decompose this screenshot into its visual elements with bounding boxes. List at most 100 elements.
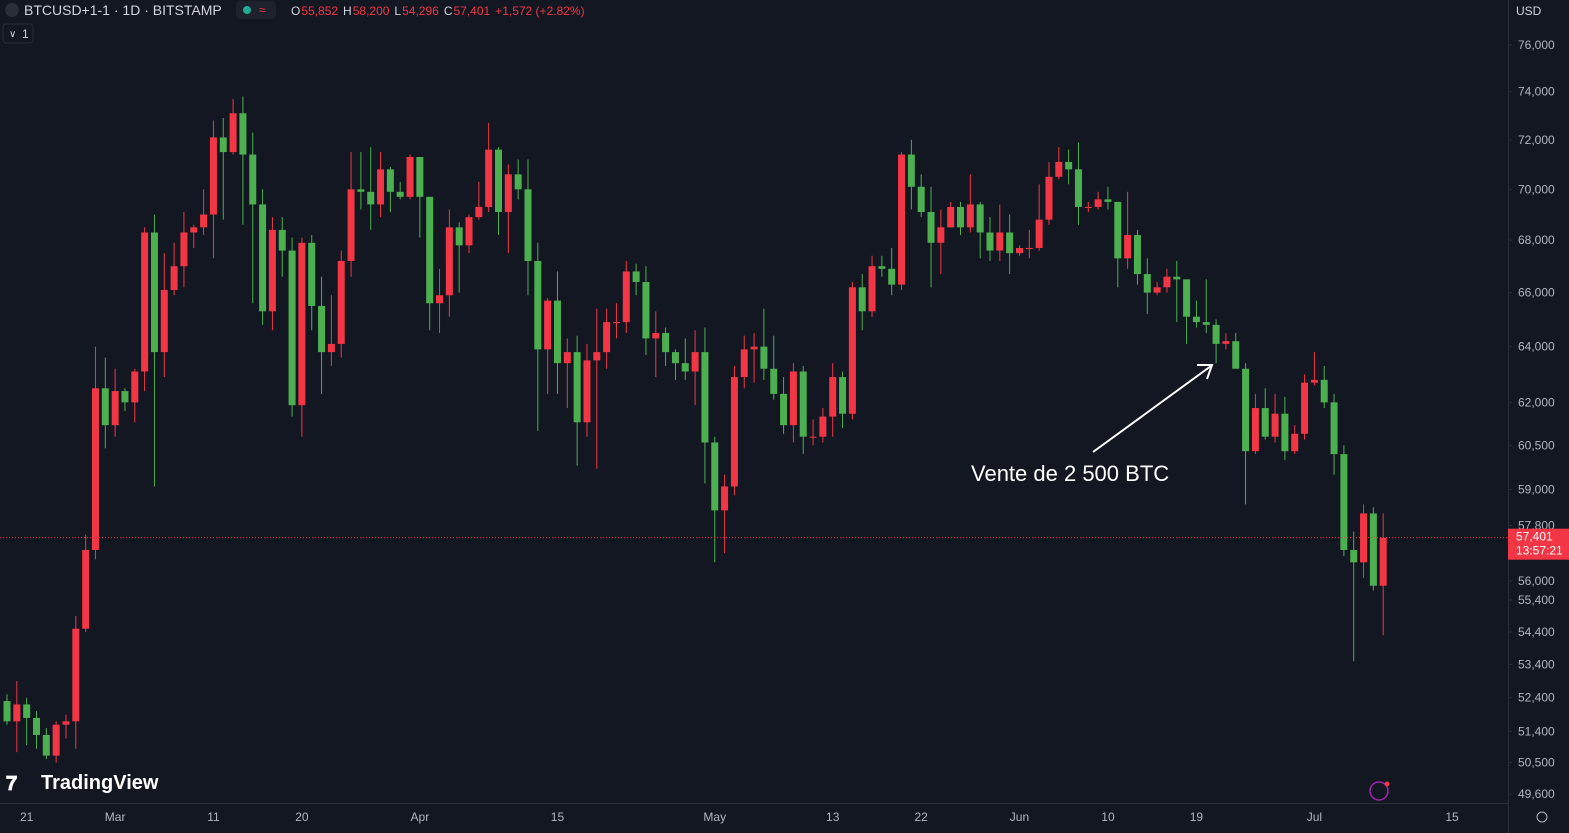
x-tick-label: 15 <box>551 810 565 824</box>
x-tick-label: 19 <box>1190 810 1204 824</box>
settings-icon[interactable] <box>1536 811 1548 823</box>
candle-body <box>485 149 493 207</box>
candle-body <box>1133 235 1141 275</box>
y-tick-label: 54,400 <box>1518 625 1555 639</box>
alert-dot <box>1384 781 1390 787</box>
candle-body <box>544 300 552 350</box>
candle-body <box>1006 232 1014 254</box>
x-tick-label: 20 <box>295 810 309 824</box>
candle-body <box>760 346 768 369</box>
y-tick-label: 55,400 <box>1518 593 1555 607</box>
y-tick-label: 72,000 <box>1518 133 1555 147</box>
candle-body <box>465 217 473 246</box>
ohlc-change: +1,572 (+2.82%) <box>495 4 584 18</box>
candle-body <box>957 206 965 228</box>
candle-body <box>268 229 276 312</box>
candle-body <box>799 371 807 437</box>
candle-body <box>730 377 738 487</box>
indicator-count: 1 <box>22 27 29 41</box>
candle-body <box>396 191 404 197</box>
candle-body <box>190 227 198 233</box>
currency[interactable]: USD <box>1516 4 1542 18</box>
candle-body <box>1310 379 1318 383</box>
annotation-arrow <box>1092 365 1212 453</box>
y-tick-label: 53,400 <box>1518 658 1555 672</box>
x-tick-label: Jun <box>1010 810 1029 824</box>
last-price-label: 57,401 <box>1516 530 1553 544</box>
alert-icon[interactable] <box>1369 781 1389 801</box>
candle-body <box>1291 433 1299 452</box>
y-tick-label: 56,000 <box>1518 574 1555 588</box>
candle-body <box>475 206 483 218</box>
candle-body <box>652 332 660 339</box>
candle-body <box>111 391 119 426</box>
candle-body <box>701 352 709 443</box>
candle-body <box>82 549 90 629</box>
y-tick-label: 76,000 <box>1518 38 1555 52</box>
market-status <box>243 6 251 14</box>
y-tick-label: 62,000 <box>1518 395 1555 409</box>
status-wave: ≈ <box>259 3 266 17</box>
candle-body <box>219 137 227 153</box>
candle-body <box>42 734 50 756</box>
candle-body <box>868 266 876 312</box>
candle-body <box>1251 408 1259 452</box>
candle-body <box>1065 161 1073 170</box>
x-tick-label: 11 <box>207 810 220 824</box>
candle-body <box>288 250 296 406</box>
candle-body <box>1232 341 1240 369</box>
candle-body <box>357 189 365 192</box>
symbol[interactable]: BTCUSD+1-1 · 1D · BITSTAMP <box>24 2 222 18</box>
candle-body <box>603 322 611 353</box>
x-tick-label: Apr <box>411 810 430 824</box>
candle-body <box>553 300 561 364</box>
indicator-toggle[interactable] <box>2 23 34 44</box>
candle-body <box>534 260 542 350</box>
candle-body <box>180 232 188 267</box>
candle-body <box>612 322 620 324</box>
candle-body <box>1222 341 1230 344</box>
candle-body <box>1055 161 1063 177</box>
candle-body <box>622 271 630 323</box>
candle-body <box>1035 219 1043 248</box>
candle-body <box>141 232 149 372</box>
ohlc-value: 57,401 <box>453 4 490 18</box>
x-tick-label: Mar <box>105 810 126 824</box>
candle-body <box>1025 247 1033 249</box>
x-tick-label: 21 <box>20 810 34 824</box>
candle-body <box>642 282 650 339</box>
candle-body <box>986 232 994 251</box>
candle-body <box>524 189 532 261</box>
candle-body <box>495 149 502 213</box>
candle-body <box>809 436 817 438</box>
y-tick-label: 68,000 <box>1518 233 1555 247</box>
candle-body <box>789 371 797 426</box>
logo-mark: 𝟕 <box>6 773 17 795</box>
candle-body <box>888 268 896 285</box>
y-tick-label: 50,500 <box>1518 756 1555 770</box>
y-tick-label: 64,000 <box>1518 340 1555 354</box>
candle-body <box>1104 199 1112 202</box>
candle-body <box>318 305 326 353</box>
logo[interactable]: TradingView <box>41 772 159 794</box>
candle-body <box>966 204 974 228</box>
candle-body <box>386 169 394 192</box>
candle-body <box>445 227 453 296</box>
candle-body <box>937 227 945 243</box>
candle-body <box>898 154 906 285</box>
candle-body <box>907 154 915 187</box>
ohlc-value: 58,200 <box>353 4 390 18</box>
candle-body <box>377 169 385 205</box>
candle-body <box>426 196 434 304</box>
y-tick-label: 49,600 <box>1518 787 1555 801</box>
candle-body <box>1271 413 1279 437</box>
candle-body <box>721 486 729 511</box>
candle-body <box>947 206 955 228</box>
candle-body <box>780 393 788 426</box>
candle-body <box>1015 247 1023 254</box>
candle-body <box>1114 201 1122 259</box>
candle-body <box>327 343 335 353</box>
candle-body <box>1350 549 1358 563</box>
y-tick-label: 74,000 <box>1518 85 1555 99</box>
